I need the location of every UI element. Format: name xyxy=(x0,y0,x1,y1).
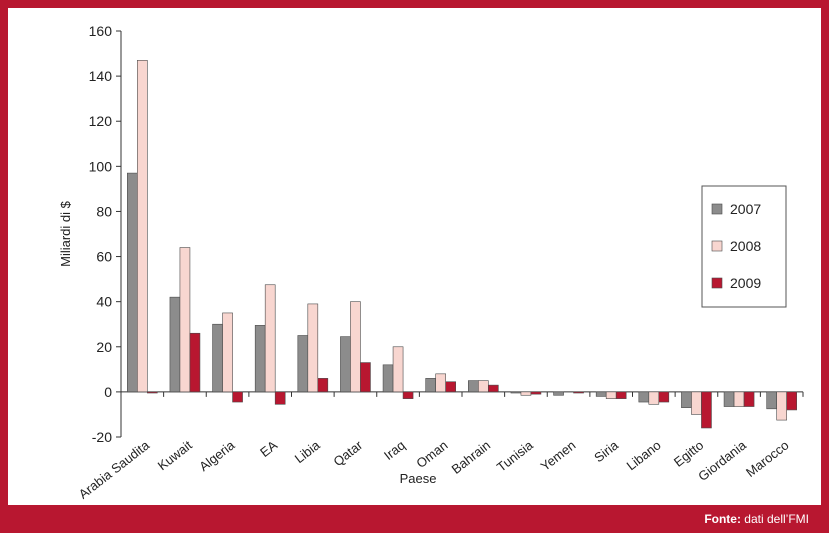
bar-2008 xyxy=(733,391,745,407)
bar-2008 xyxy=(605,391,617,399)
legend-swatch-2009 xyxy=(711,277,723,289)
y-tick-label: 0 xyxy=(104,384,112,400)
bar-2009 xyxy=(786,391,797,411)
bar-2009 xyxy=(360,362,371,393)
bar-2008 xyxy=(648,391,660,405)
bar-2007 xyxy=(382,364,394,393)
x-tick-label: Bahrain xyxy=(449,437,494,476)
bar-2007 xyxy=(681,391,692,408)
bar-2007 xyxy=(553,391,564,396)
bar-2007 xyxy=(595,391,607,397)
bar-chart: 160 140 120 100 80 60 40 20 0 -20 Miliardi di $ Ara… xyxy=(58,23,804,502)
bar-2008 xyxy=(137,60,148,393)
bar-2007 xyxy=(169,296,181,393)
y-tick-label: 60 xyxy=(96,249,112,265)
x-tick-label: Egitto xyxy=(671,437,706,469)
legend-swatch-2008 xyxy=(711,240,723,252)
bar-2007 xyxy=(297,335,309,393)
bar-2009 xyxy=(402,391,414,399)
bar-2009 xyxy=(147,391,158,394)
bar-2009 xyxy=(573,391,584,394)
legend-label-2009: 2009 xyxy=(730,275,761,291)
y-tick-label: 100 xyxy=(89,158,113,174)
x-tick-label: Algeria xyxy=(196,437,238,474)
x-tick-label: Libano xyxy=(624,437,664,473)
bar-2009 xyxy=(274,391,286,405)
x-tick-label: Arabia Saudita xyxy=(76,437,153,502)
bar-2008 xyxy=(179,247,191,393)
bar-2008 xyxy=(520,391,532,396)
top-banner xyxy=(0,0,829,8)
source-note: Fonte: dati dell’FMI xyxy=(704,512,809,526)
bar-2008 xyxy=(222,312,233,393)
bar-2008 xyxy=(392,346,404,393)
y-tick-label: -20 xyxy=(92,429,112,445)
bar-2007 xyxy=(340,336,351,393)
bar-2008 xyxy=(435,373,446,393)
bar-2007 xyxy=(212,323,223,393)
y-tick-label: 80 xyxy=(96,203,112,219)
x-tick-label: Giordania xyxy=(695,437,749,484)
bar-2008 xyxy=(478,380,489,393)
bar-2008 xyxy=(691,391,702,415)
legend-label-2007: 2007 xyxy=(730,201,761,217)
y-tick-label: 120 xyxy=(89,113,113,129)
bar-2008 xyxy=(776,391,787,421)
x-axis-title: Paese xyxy=(400,471,437,486)
bar-2008 xyxy=(350,301,361,393)
bar-2009 xyxy=(743,391,755,407)
bar-2009 xyxy=(615,391,627,399)
y-tick-label: 160 xyxy=(89,23,113,39)
bar-2007 xyxy=(468,380,479,393)
x-tick-label: EA xyxy=(257,437,280,460)
legend-swatch-2007 xyxy=(711,203,723,215)
x-tick-label: Oman xyxy=(413,437,450,471)
bar-2007 xyxy=(766,391,777,410)
bar-2009 xyxy=(488,384,499,393)
legend-label-2008: 2008 xyxy=(730,238,761,254)
source-text: dati dell’FMI xyxy=(740,512,809,526)
x-tick-label: Qatar xyxy=(330,437,365,469)
bar-2009 xyxy=(445,381,456,393)
bar-2009 xyxy=(232,391,243,403)
bar-2009 xyxy=(189,332,201,393)
x-tick-label: Kuwait xyxy=(155,437,195,473)
x-tick-label: Yemen xyxy=(538,437,579,473)
bar-2007 xyxy=(723,391,735,407)
bar-2009 xyxy=(317,378,329,393)
bar-2009 xyxy=(530,391,542,395)
y-tick-label: 140 xyxy=(89,68,113,84)
x-tick-label: Libia xyxy=(292,437,323,466)
x-tick-label: Siria xyxy=(591,437,621,465)
bar-2009 xyxy=(658,391,670,403)
bar-2007 xyxy=(638,391,650,403)
x-tick-label: Marocco xyxy=(743,437,792,480)
y-tick-label: 40 xyxy=(96,294,112,310)
bar-2007 xyxy=(510,391,522,394)
bar-2009 xyxy=(701,391,712,429)
bar-2008 xyxy=(264,284,276,393)
bar-2007 xyxy=(425,378,436,393)
x-tick-label: Tunisia xyxy=(494,437,536,475)
bar-2008 xyxy=(307,303,319,393)
y-axis-title: Miliardi di $ xyxy=(58,200,73,267)
bar-2007 xyxy=(127,172,138,393)
y-tick-label: 20 xyxy=(96,339,112,355)
source-label: Fonte: xyxy=(704,512,741,526)
x-tick-label: Iraq xyxy=(381,437,408,463)
footer-banner: Fonte: dati dell’FMI xyxy=(0,505,829,533)
bar-2007 xyxy=(254,325,266,393)
